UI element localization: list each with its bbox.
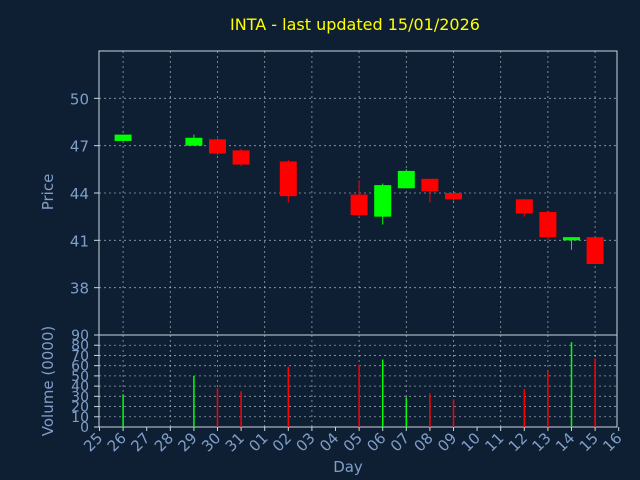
volume-bar <box>287 366 290 427</box>
candle-body <box>539 211 557 238</box>
price-tick-label: 38 <box>70 280 89 298</box>
price-panel: 38 41 44 47 50 <box>70 50 618 336</box>
volume-bar <box>122 394 124 427</box>
candle-body <box>445 193 462 200</box>
volume-tick-label: 70 <box>71 348 89 364</box>
volume-bar <box>523 389 526 427</box>
volume-tick-label: 60 <box>71 359 89 375</box>
price-tick-label: 41 <box>70 232 89 250</box>
candle-body <box>374 185 392 217</box>
price-tick-label: 47 <box>70 138 89 156</box>
price-tick-label: 50 <box>70 90 89 108</box>
candle-body <box>397 170 415 189</box>
price-tick-label: 44 <box>70 185 89 203</box>
candle-body <box>114 134 132 141</box>
candle-body <box>586 237 604 264</box>
volume-plot-area <box>98 334 618 428</box>
candle-body <box>350 194 368 216</box>
volume-axis-label: Volume (0000) <box>39 326 57 436</box>
candle-body <box>279 161 297 197</box>
volume-tick-label: 20 <box>71 400 89 416</box>
candle-body <box>209 139 226 154</box>
x-axis-label: Day <box>333 458 363 476</box>
volume-tick-label: 50 <box>71 369 89 385</box>
volume-tick-label: 90 <box>71 328 89 344</box>
candle-body <box>563 237 580 241</box>
volume-bar <box>381 359 384 427</box>
volume-tick-label: 80 <box>71 338 89 354</box>
volume-tick-label: 40 <box>71 379 89 395</box>
x-axis: 2526272829303101020304050607080910111213… <box>80 427 626 455</box>
volume-bar <box>405 397 408 427</box>
price-axis-label: Price <box>39 174 57 211</box>
volume-bar <box>193 375 195 427</box>
volume-bar <box>216 388 219 427</box>
volume-tick-label: 10 <box>71 410 89 426</box>
candle-body <box>421 178 439 192</box>
volume-tick-label: 0 <box>80 420 89 436</box>
volume-bar <box>240 391 242 427</box>
candle-body <box>185 137 203 146</box>
volume-bar <box>429 393 431 427</box>
volume-bar <box>452 399 455 427</box>
volume-bar <box>594 358 596 427</box>
candle-body <box>515 199 533 214</box>
volume-tick-label: 30 <box>71 389 89 405</box>
candle-body <box>232 150 250 165</box>
volume-bar <box>570 342 573 427</box>
volume-bar <box>358 364 360 427</box>
volume-bar <box>547 370 549 427</box>
chart-title: INTA - last updated 15/01/2026 <box>230 15 480 34</box>
